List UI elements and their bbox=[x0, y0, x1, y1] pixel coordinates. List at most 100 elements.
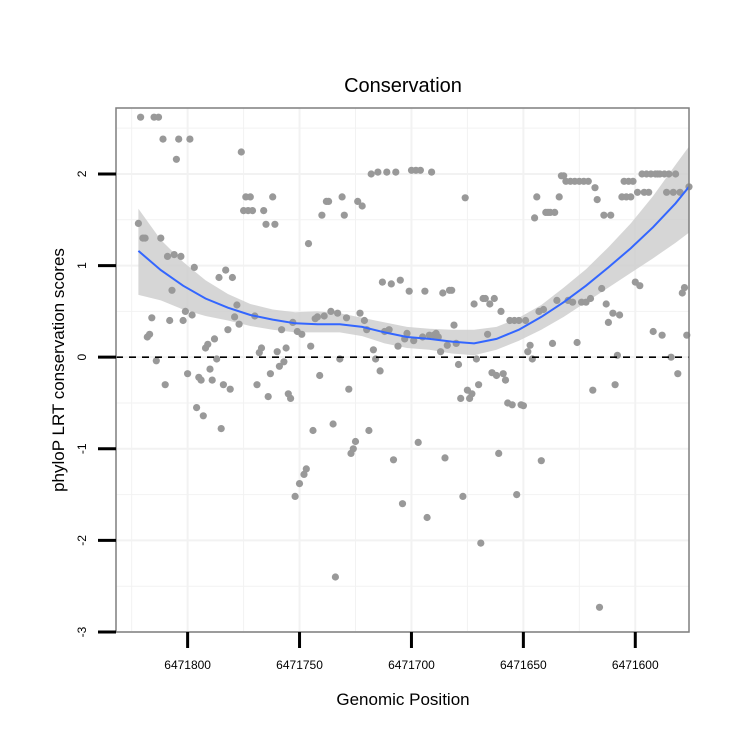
data-point bbox=[206, 365, 214, 373]
data-point bbox=[266, 370, 274, 378]
data-point bbox=[215, 273, 223, 282]
data-point bbox=[443, 341, 451, 349]
data-point bbox=[224, 326, 232, 334]
data-point bbox=[537, 457, 545, 465]
data-point bbox=[338, 193, 346, 201]
data-point bbox=[163, 252, 172, 260]
data-point bbox=[177, 252, 185, 260]
data-point bbox=[472, 355, 480, 363]
y-tick-label: -1 bbox=[75, 443, 89, 454]
data-point bbox=[551, 208, 559, 216]
data-point bbox=[584, 177, 592, 185]
data-point bbox=[213, 355, 221, 363]
x-tick-label: 6471600 bbox=[612, 658, 659, 672]
data-point bbox=[387, 280, 395, 288]
data-point bbox=[137, 113, 145, 121]
data-point bbox=[423, 513, 431, 522]
data-point bbox=[522, 316, 530, 325]
data-point bbox=[287, 394, 295, 402]
data-point bbox=[645, 188, 653, 196]
data-point bbox=[508, 401, 516, 409]
data-point bbox=[461, 194, 469, 202]
data-point bbox=[658, 331, 666, 339]
data-point bbox=[378, 278, 386, 286]
data-point bbox=[602, 300, 610, 308]
data-point bbox=[302, 465, 310, 473]
data-point bbox=[495, 449, 503, 457]
x-tick-label: 6471800 bbox=[164, 658, 211, 672]
data-point bbox=[184, 370, 192, 378]
y-tick-label: 1 bbox=[75, 262, 89, 269]
data-point bbox=[210, 335, 219, 343]
data-point bbox=[233, 301, 241, 309]
data-point bbox=[486, 300, 494, 308]
chart-title: Conservation bbox=[344, 75, 462, 97]
data-point bbox=[204, 340, 212, 348]
data-point bbox=[320, 312, 328, 320]
data-point bbox=[616, 311, 624, 319]
data-point bbox=[593, 196, 601, 204]
data-point bbox=[262, 220, 270, 228]
data-point bbox=[678, 289, 686, 297]
data-point bbox=[441, 454, 449, 462]
data-point bbox=[376, 367, 384, 375]
data-point bbox=[481, 294, 489, 303]
data-point bbox=[257, 344, 266, 352]
data-point bbox=[351, 437, 360, 446]
data-point bbox=[356, 309, 364, 317]
y-axis-title: phyloP LRT conservation scores bbox=[49, 248, 68, 492]
data-point bbox=[307, 342, 315, 350]
data-point bbox=[186, 135, 194, 143]
data-point bbox=[515, 316, 523, 325]
data-point bbox=[309, 426, 317, 435]
data-point bbox=[374, 168, 382, 176]
data-point bbox=[175, 135, 183, 143]
data-point bbox=[345, 385, 353, 393]
y-tick-label: 0 bbox=[75, 354, 89, 361]
data-point bbox=[369, 346, 377, 354]
data-point bbox=[179, 316, 187, 325]
data-point bbox=[246, 193, 254, 201]
data-point bbox=[663, 188, 671, 196]
data-point bbox=[172, 155, 180, 163]
data-point bbox=[170, 251, 178, 259]
y-tick-label: -3 bbox=[75, 626, 89, 637]
data-point bbox=[316, 371, 324, 380]
data-point bbox=[609, 309, 617, 317]
data-point bbox=[248, 207, 257, 215]
data-point bbox=[633, 188, 642, 196]
data-point bbox=[367, 170, 375, 178]
data-point bbox=[595, 603, 604, 611]
data-point bbox=[586, 294, 595, 303]
data-point bbox=[649, 327, 657, 336]
data-point bbox=[403, 329, 411, 337]
data-point bbox=[354, 197, 362, 205]
data-point bbox=[569, 298, 577, 306]
data-point bbox=[273, 348, 281, 356]
data-point bbox=[539, 305, 548, 314]
data-point bbox=[501, 376, 510, 384]
data-point bbox=[636, 282, 644, 290]
data-point bbox=[334, 309, 342, 317]
data-point bbox=[416, 166, 424, 174]
data-point bbox=[329, 420, 337, 428]
data-point bbox=[497, 307, 505, 315]
data-point bbox=[454, 360, 463, 369]
data-point bbox=[222, 266, 230, 274]
data-point bbox=[161, 381, 169, 389]
data-point bbox=[325, 197, 333, 205]
data-point bbox=[304, 240, 313, 248]
data-point bbox=[680, 284, 689, 292]
data-point bbox=[253, 381, 261, 389]
data-point bbox=[414, 438, 422, 446]
data-point bbox=[428, 168, 436, 176]
data-point bbox=[157, 234, 165, 242]
data-point bbox=[669, 188, 677, 196]
data-point bbox=[600, 211, 608, 219]
data-point bbox=[667, 353, 675, 361]
data-point bbox=[190, 263, 198, 271]
data-point bbox=[275, 362, 283, 370]
data-point bbox=[533, 193, 541, 201]
data-points bbox=[134, 113, 693, 611]
data-point bbox=[392, 168, 400, 176]
